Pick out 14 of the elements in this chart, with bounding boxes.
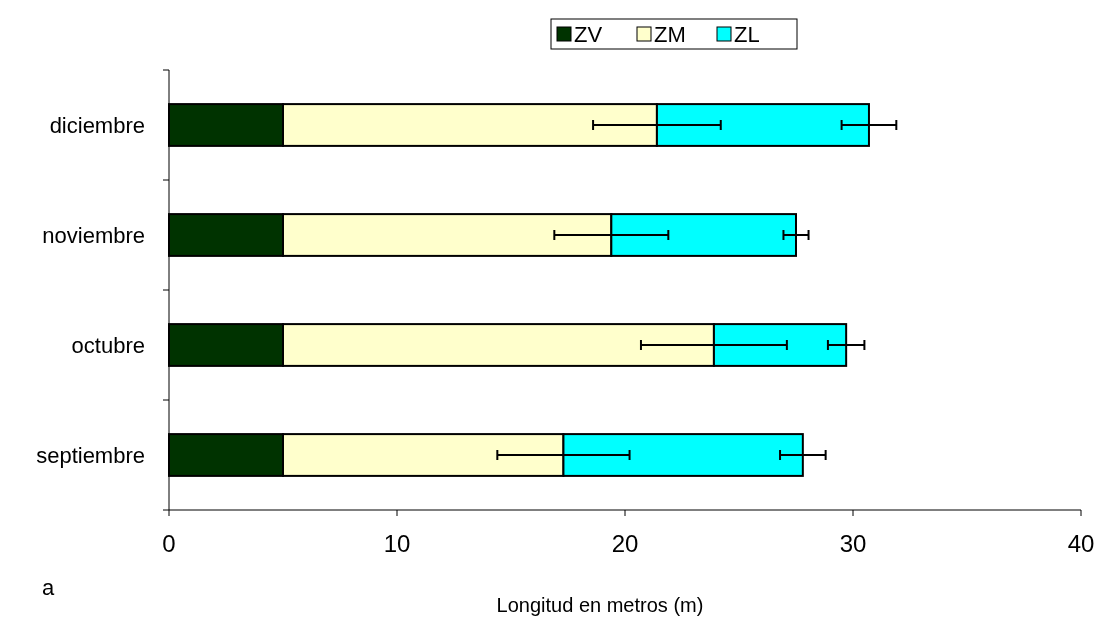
x-tick-label: 10 xyxy=(383,530,411,557)
x-tick-label: 40 xyxy=(1067,530,1095,557)
legend-label: ZL xyxy=(734,21,760,47)
y-tick-label: octubre xyxy=(71,332,145,358)
x-tick-label: 30 xyxy=(839,530,867,557)
legend-label: ZM xyxy=(654,21,686,47)
y-tick-label: septiembre xyxy=(36,442,145,468)
x-tick-label: 20 xyxy=(611,530,639,557)
x-axis-title: Longitud en metros (m) xyxy=(496,594,704,616)
y-tick-label: noviembre xyxy=(42,222,145,248)
legend-label: ZV xyxy=(574,21,603,47)
x-tick-label: 0 xyxy=(162,530,176,557)
text: a xyxy=(42,575,55,600)
y-tick-label: diciembre xyxy=(49,112,145,138)
